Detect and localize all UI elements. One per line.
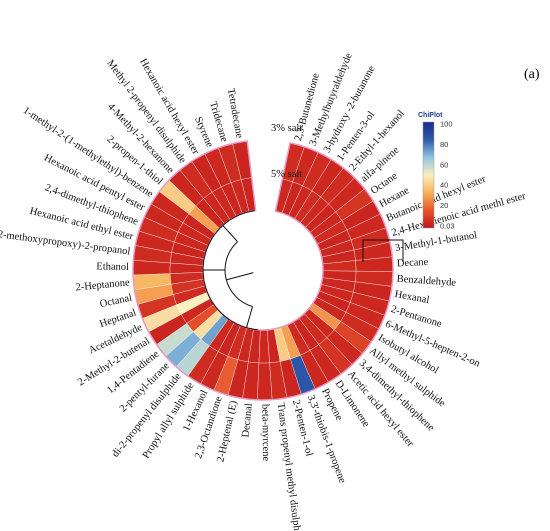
compound-label-2-heptanone: 2-Heptanone bbox=[75, 277, 130, 293]
dendrogram-branch-lower bbox=[245, 306, 254, 328]
compound-label-decanal: Decanal bbox=[240, 403, 254, 438]
dendrogram-arc-outer bbox=[202, 210, 258, 331]
ring-label-5pct-salt: 5% salt bbox=[271, 169, 302, 180]
colorbar-tick-80: 80 bbox=[440, 140, 448, 149]
ring-label-3pct-salt: 3% salt bbox=[271, 123, 302, 134]
heatmap-sectors bbox=[132, 140, 394, 401]
compound-label-beta-myrcene: beta-myrcene bbox=[259, 404, 271, 462]
dendrogram-arc-inner bbox=[224, 241, 253, 308]
cell-ethanol-ring-3pct bbox=[132, 260, 171, 276]
colorbar-tick-20: 20 bbox=[440, 201, 448, 210]
compound-label-octanal: Octanal bbox=[99, 293, 133, 311]
compound-label-hexanal: Hexanal bbox=[394, 289, 430, 306]
colorbar-gradient bbox=[422, 121, 435, 229]
ring-cluster-bracket bbox=[362, 239, 404, 262]
colorbar-tick-40: 40 bbox=[440, 181, 448, 190]
compound-label-decane: Decane bbox=[397, 257, 429, 269]
ring-outline bbox=[132, 140, 394, 401]
colorbar-tick-60: 60 bbox=[440, 160, 448, 169]
panel-label: (a) bbox=[524, 67, 540, 82]
dendrogram-root-stem bbox=[226, 272, 254, 281]
dendrogram bbox=[202, 210, 404, 331]
compound-label-benzaldehyde: Benzaldehyde bbox=[396, 274, 456, 289]
dendrogram-branch-upper bbox=[222, 225, 238, 243]
colorbar-tick-100: 100 bbox=[440, 120, 453, 129]
colorbar-legend: ChiPlot 100 80 60 40 20 0.03 bbox=[418, 112, 455, 231]
colorbar-tick-0-03: 0.03 bbox=[440, 222, 455, 231]
compound-label-ethanol: Ethanol bbox=[96, 261, 129, 273]
colorbar-title: ChiPlot bbox=[418, 112, 443, 119]
